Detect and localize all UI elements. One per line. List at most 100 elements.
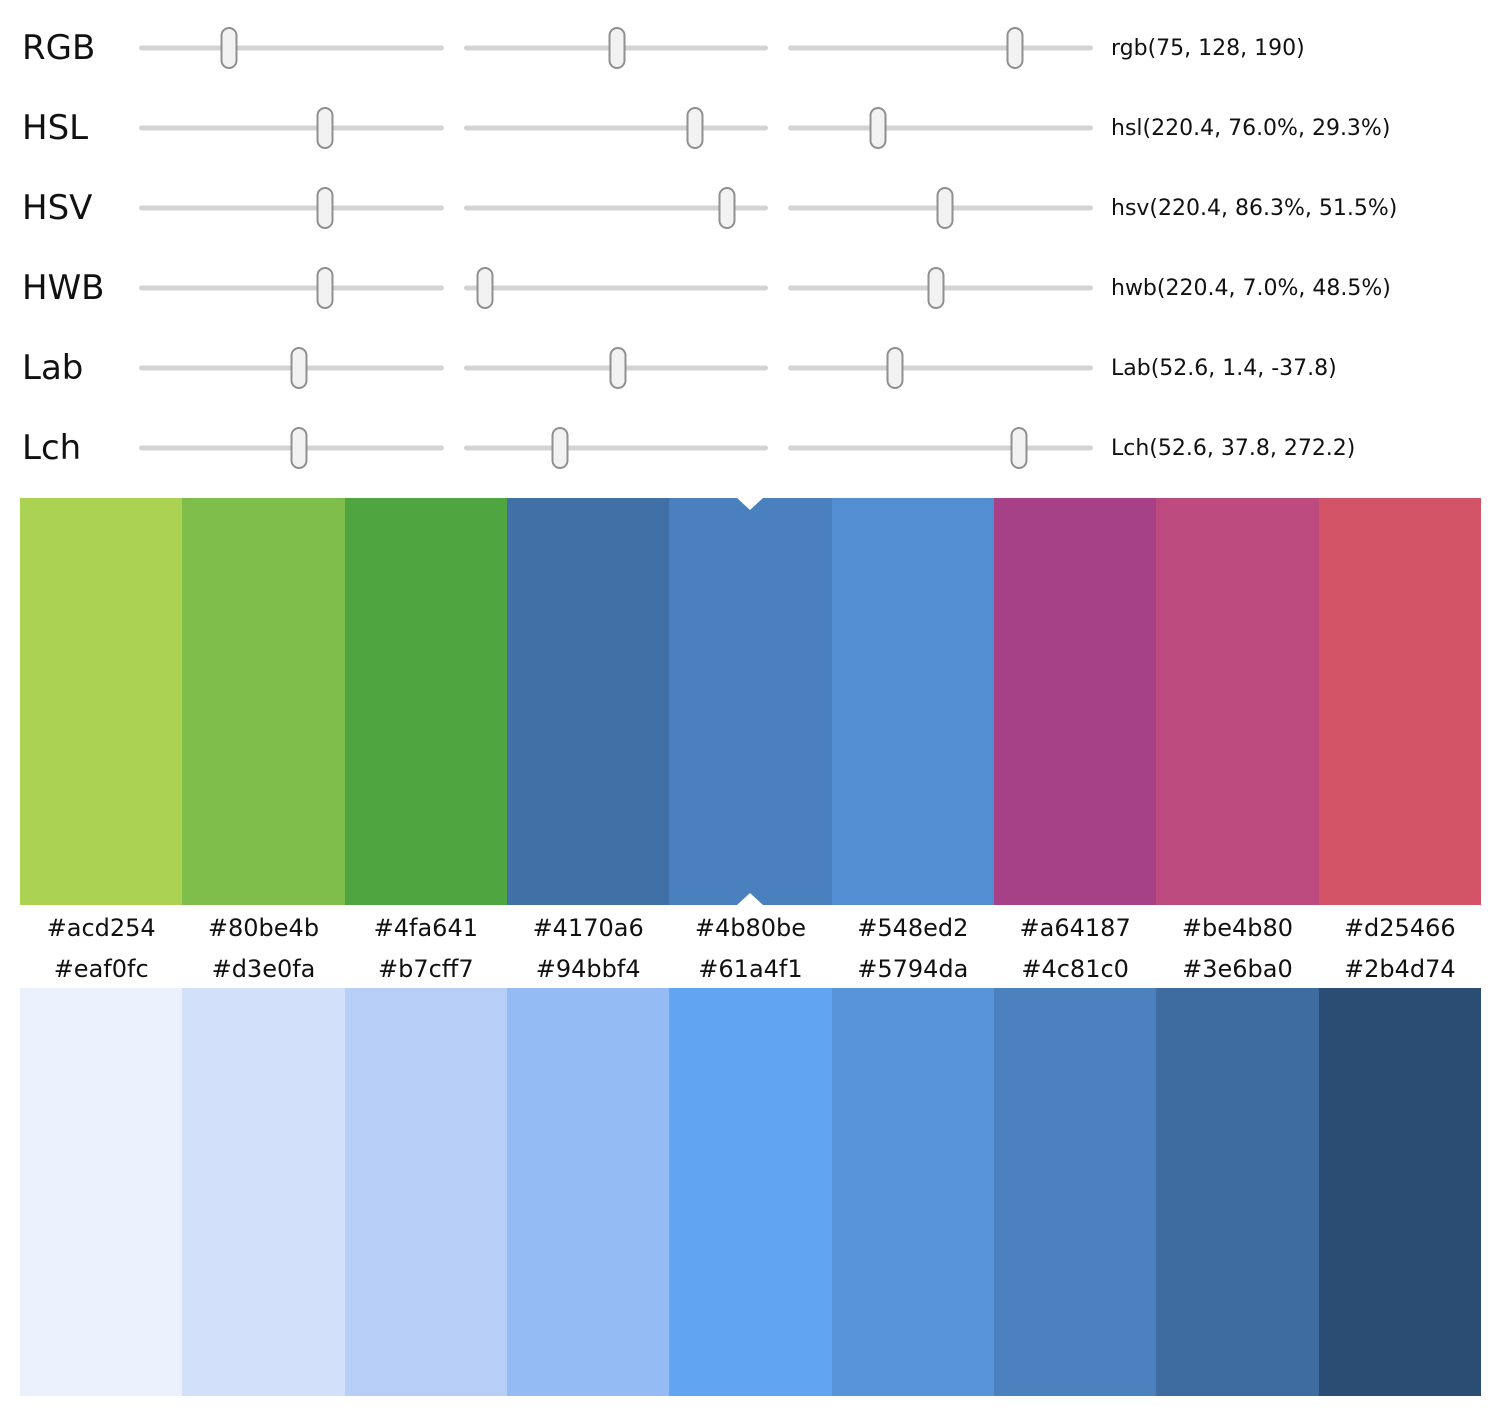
hwb-b-slider-thumb[interactable] [927, 267, 945, 309]
slider-tracks [139, 265, 1094, 311]
swatch-4170a6[interactable] [506, 498, 670, 905]
hex-label-4170a6: #4170a6 [532, 913, 644, 942]
swatch-4b80be[interactable] [669, 498, 832, 905]
hsv-h-slider-thumb[interactable] [316, 187, 334, 229]
hex-label-d25466: #d25466 [1343, 913, 1456, 942]
lch-c-slider-track [463, 445, 769, 451]
lab-b-slider-track [788, 365, 1094, 371]
hwb-h-slider[interactable] [139, 265, 444, 311]
swatch-d3e0fa[interactable] [182, 988, 345, 1396]
hwb-w-slider-thumb[interactable] [476, 267, 494, 309]
hwb-w-slider[interactable] [463, 265, 769, 311]
rgb-r-slider-thumb[interactable] [220, 27, 238, 69]
lab-label: Lab [22, 348, 84, 388]
hsl-l-slider-thumb[interactable] [869, 107, 887, 149]
hsl-h-slider-thumb[interactable] [316, 107, 334, 149]
slider-panel: RGB rgb(75, 128, 190) HSL hsl(220.4, 76.… [0, 0, 1501, 488]
swatch-5794da[interactable] [831, 988, 994, 1396]
hex-label-5794da: #5794da [857, 955, 969, 983]
hsv-label: HSV [22, 188, 93, 228]
lch-label: Lch [22, 428, 82, 468]
lch-l-slider[interactable] [139, 425, 444, 471]
swatch-eaf0fc[interactable] [20, 988, 183, 1396]
rgb-r-slider[interactable] [139, 25, 444, 71]
slider-tracks [139, 105, 1094, 151]
hex-label-4c81c0: #4c81c0 [1021, 955, 1129, 983]
lightness-swatch-row [20, 988, 1481, 1396]
lab-l-slider[interactable] [139, 345, 444, 391]
hsv-s-slider-thumb[interactable] [718, 187, 736, 229]
hsl-label: HSL [22, 108, 89, 148]
swatch-80be4b[interactable] [182, 498, 345, 905]
rgb-label: RGB [22, 28, 96, 68]
hex-label-548ed2: #548ed2 [857, 913, 969, 942]
selected-swatch-marker-top [737, 498, 764, 510]
lab-b-slider-thumb[interactable] [886, 347, 904, 389]
hwb-h-slider-thumb[interactable] [316, 267, 334, 309]
hsv-v-slider-thumb[interactable] [936, 187, 954, 229]
hwb-b-slider[interactable] [788, 265, 1094, 311]
hsv-s-slider[interactable] [463, 185, 769, 231]
swatch-548ed2[interactable] [831, 498, 994, 905]
swatch-4c81c0[interactable] [993, 988, 1157, 1396]
hex-label-acd254: #acd254 [46, 913, 156, 942]
lch-h-slider[interactable] [788, 425, 1094, 471]
swatch-d25466[interactable] [1318, 498, 1481, 905]
hsv-v-slider[interactable] [788, 185, 1094, 231]
swatch-2b4d74[interactable] [1318, 988, 1481, 1396]
hwb-w-slider-track [463, 285, 769, 291]
slider-row-hsv: HSV hsv(220.4, 86.3%, 51.5%) [0, 168, 1501, 248]
hwb-value-readout: hwb(220.4, 7.0%, 48.5%) [1111, 275, 1391, 301]
swatch-4fa641[interactable] [344, 498, 507, 905]
lch-c-slider-thumb[interactable] [551, 427, 569, 469]
rgb-b-slider-thumb[interactable] [1006, 27, 1024, 69]
lab-a-slider-thumb[interactable] [609, 347, 627, 389]
lch-c-slider[interactable] [463, 425, 769, 471]
hsl-l-slider[interactable] [788, 105, 1094, 151]
lch-h-slider-track [788, 445, 1094, 451]
hsl-s-slider-track [463, 125, 769, 131]
slider-row-lab: Lab Lab(52.6, 1.4, -37.8) [0, 328, 1501, 408]
rgb-b-slider[interactable] [788, 25, 1094, 71]
hsl-s-slider-thumb[interactable] [686, 107, 704, 149]
lab-a-slider[interactable] [463, 345, 769, 391]
swatch-acd254[interactable] [20, 498, 183, 905]
slider-row-rgb: RGB rgb(75, 128, 190) [0, 8, 1501, 88]
swatch-a64187[interactable] [993, 498, 1157, 905]
rgb-g-slider-thumb[interactable] [608, 27, 626, 69]
slider-tracks [139, 425, 1094, 471]
hsl-h-slider-track [139, 125, 444, 131]
hex-label-a64187: #a64187 [1019, 913, 1131, 942]
lch-value-readout: Lch(52.6, 37.8, 272.2) [1111, 435, 1356, 461]
hex-label-4b80be: #4b80be [694, 913, 807, 942]
slider-row-hwb: HWB hwb(220.4, 7.0%, 48.5%) [0, 248, 1501, 328]
hsv-value-readout: hsv(220.4, 86.3%, 51.5%) [1111, 195, 1398, 221]
hex-label-80be4b: #80be4b [207, 913, 320, 942]
hex-label-2b4d74: #2b4d74 [1343, 955, 1456, 983]
lab-l-slider-thumb[interactable] [290, 347, 308, 389]
swatch-3e6ba0[interactable] [1156, 988, 1319, 1396]
hex-label-3e6ba0: #3e6ba0 [1182, 955, 1293, 983]
hsl-value-readout: hsl(220.4, 76.0%, 29.3%) [1111, 115, 1391, 141]
hex-label-be4b80: #be4b80 [1181, 913, 1294, 942]
swatch-b7cff7[interactable] [344, 988, 507, 1396]
swatch-be4b80[interactable] [1156, 498, 1319, 905]
lch-l-slider-thumb[interactable] [290, 427, 308, 469]
hue-palette [20, 498, 1481, 905]
lightness-hex-labels: #eaf0fc #d3e0fa #b7cff7 #94bbf4 #61a4f1 #5794… [20, 950, 1481, 988]
hex-label-61a4f1: #61a4f1 [698, 955, 803, 983]
lch-h-slider-thumb[interactable] [1010, 427, 1028, 469]
hue-hex-labels: #acd254 #80be4b #4fa641 #4170a6 #4b80be #548e… [20, 905, 1481, 950]
swatch-94bbf4[interactable] [506, 988, 670, 1396]
hex-label-eaf0fc: #eaf0fc [53, 955, 149, 983]
lightness-palette [20, 988, 1481, 1396]
hsv-h-slider[interactable] [139, 185, 444, 231]
lab-b-slider[interactable] [788, 345, 1094, 391]
hwb-label: HWB [22, 268, 105, 308]
hsl-h-slider[interactable] [139, 105, 444, 151]
swatch-61a4f1[interactable] [669, 988, 832, 1396]
rgb-g-slider[interactable] [463, 25, 769, 71]
rgb-b-slider-track [788, 45, 1094, 51]
hsl-s-slider[interactable] [463, 105, 769, 151]
